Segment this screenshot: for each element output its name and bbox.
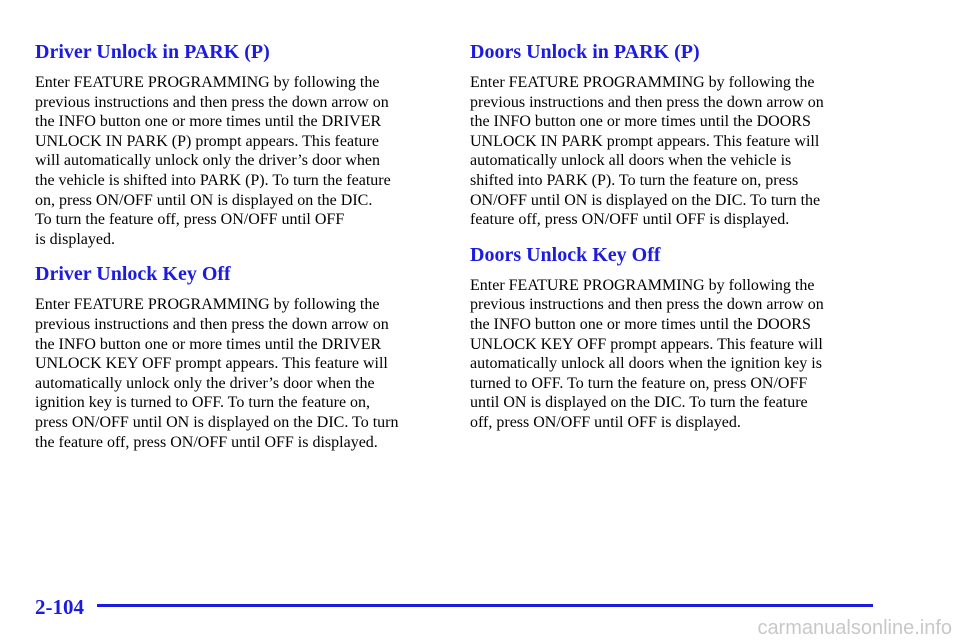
body-text-line: ignition key is turned to OFF. To turn t… [35, 394, 371, 412]
body-text-line: turned to OFF. To turn the feature on, p… [470, 374, 808, 392]
body-text-line: Enter FEATURE PROGRAMMING by following t… [35, 74, 380, 91]
body-text-line: UNLOCK IN PARK (P) prompt appears. This … [35, 132, 379, 150]
body-text-line: shifted into PARK (P). To turn the featu… [470, 172, 799, 189]
body-text-line: will automatically unlock only the drive… [35, 152, 380, 170]
section-heading: Driver Unlock Key Off [35, 263, 231, 286]
body-text-line: automatically unlock all doors when the … [470, 355, 822, 373]
section-heading: Doors Unlock Key Off [470, 243, 661, 266]
body-text-line: UNLOCK KEY OFF prompt appears. This feat… [470, 335, 823, 353]
body-text-line: the feature off, press ON/OFF until OFF … [35, 433, 378, 451]
body-text-line: feature off, press ON/OFF until OFF is d… [470, 211, 790, 229]
body-text-line: previous instructions and then press the… [470, 296, 824, 314]
section-heading: Driver Unlock in PARK (P) [35, 41, 270, 63]
page-number: 2-104 [35, 595, 84, 619]
footer-rule [97, 604, 873, 607]
body-text-line: the INFO button one or more times until … [470, 315, 811, 333]
body-text-line: the INFO button one or more times until … [35, 335, 382, 353]
body-text-line: the INFO button one or more times until … [470, 113, 811, 131]
body-text-line: press ON/OFF until ON is displayed on th… [35, 413, 399, 431]
body-text-line: previous instructions and then press the… [35, 93, 389, 111]
body-text-line: Enter FEATURE PROGRAMMING by following t… [470, 74, 815, 91]
body-text-line: Enter FEATURE PROGRAMMING by following t… [470, 276, 815, 294]
body-text-line: previous instructions and then press the… [35, 315, 389, 333]
body-text-line: off, press ON/OFF until OFF is displayed… [470, 413, 741, 431]
body-text-line: UNLOCK KEY OFF prompt appears. This feat… [35, 355, 388, 373]
body-text-line: UNLOCK IN PARK prompt appears. This feat… [470, 132, 820, 150]
body-text-line: automatically unlock only the driver’s d… [35, 374, 375, 392]
watermark: carmanualsonline.info [757, 617, 952, 639]
body-text-line: the vehicle is shifted into PARK (P). To… [35, 172, 391, 189]
body-text-line: on, press ON/OFF until ON is displayed o… [35, 191, 373, 209]
body-text-line: To turn the feature off, press ON/OFF un… [35, 211, 345, 229]
body-text-line: Enter FEATURE PROGRAMMING by following t… [35, 296, 380, 314]
body-text-line: previous instructions and then press the… [470, 93, 824, 111]
body-text-line: until ON is displayed on the DIC. To tur… [470, 394, 808, 412]
body-text-line: is displayed. [35, 230, 115, 248]
section-heading: Doors Unlock in PARK (P) [470, 41, 700, 63]
body-text-line: ON/OFF until ON is displayed on the DIC.… [470, 191, 821, 209]
body-text-line: the INFO button one or more times until … [35, 113, 382, 131]
body-text-line: automatically unlock all doors when the … [470, 152, 792, 170]
